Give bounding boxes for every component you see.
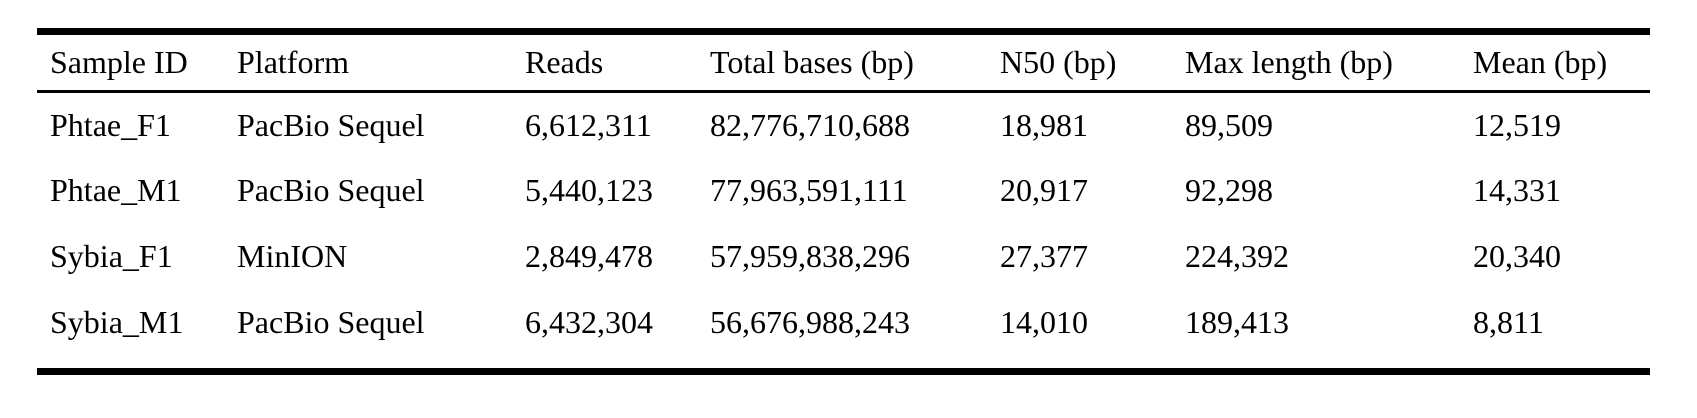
- cell-total-bases: 57,959,838,296: [710, 237, 910, 274]
- cell-platform: MinION: [237, 237, 348, 274]
- cell-mean: 12,519: [1473, 106, 1561, 143]
- table-bottom-spacer: [37, 356, 1650, 372]
- cell-sample-id: Phtae_F1: [50, 106, 171, 143]
- table-row: Sybia_M1 PacBio Sequel 6,432,304 56,676,…: [37, 290, 1650, 356]
- table-row: Sybia_F1 MinION 2,849,478 57,959,838,296…: [37, 224, 1650, 290]
- cell-max-length: 189,413: [1185, 303, 1289, 340]
- cell-max-length: 224,392: [1185, 237, 1289, 274]
- table-header: Sample ID Platform Reads Total bases (bp…: [37, 31, 1650, 93]
- cell-platform: PacBio Sequel: [237, 171, 425, 208]
- table-row: Phtae_M1 PacBio Sequel 5,440,123 77,963,…: [37, 158, 1650, 224]
- cell-platform: PacBio Sequel: [237, 303, 425, 340]
- column-header-sample-id: Sample ID: [37, 31, 224, 93]
- cell-sample-id: Sybia_F1: [50, 237, 173, 274]
- cell-reads: 5,440,123: [525, 171, 653, 208]
- sequencing-read-statistics-table: Sample ID Platform Reads Total bases (bp…: [37, 28, 1650, 375]
- cell-mean: 14,331: [1473, 171, 1561, 208]
- table-row: Phtae_F1 PacBio Sequel 6,612,311 82,776,…: [37, 92, 1650, 158]
- cell-platform: PacBio Sequel: [237, 106, 425, 143]
- table-body: Phtae_F1 PacBio Sequel 6,612,311 82,776,…: [37, 92, 1650, 372]
- column-header-reads: Reads: [512, 31, 697, 93]
- cell-n50: 27,377: [1000, 237, 1088, 274]
- column-header-max-length: Max length (bp): [1172, 31, 1460, 93]
- cell-n50: 18,981: [1000, 106, 1088, 143]
- table-header-row: Sample ID Platform Reads Total bases (bp…: [37, 31, 1650, 93]
- cell-total-bases: 56,676,988,243: [710, 303, 910, 340]
- cell-total-bases: 82,776,710,688: [710, 106, 910, 143]
- cell-reads: 6,432,304: [525, 303, 653, 340]
- cell-max-length: 89,509: [1185, 106, 1273, 143]
- column-header-mean: Mean (bp): [1460, 31, 1650, 93]
- cell-n50: 20,917: [1000, 171, 1088, 208]
- column-header-n50: N50 (bp): [987, 31, 1172, 93]
- cell-n50: 14,010: [1000, 303, 1088, 340]
- column-header-platform: Platform: [224, 31, 512, 93]
- cell-total-bases: 77,963,591,111: [710, 171, 908, 208]
- column-header-total-bases: Total bases (bp): [697, 31, 987, 93]
- cell-max-length: 92,298: [1185, 171, 1273, 208]
- cell-mean: 8,811: [1473, 303, 1544, 340]
- cell-sample-id: Sybia_M1: [50, 303, 184, 340]
- cell-mean: 20,340: [1473, 237, 1561, 274]
- cell-reads: 2,849,478: [525, 237, 653, 274]
- cell-reads: 6,612,311: [525, 106, 652, 143]
- cell-sample-id: Phtae_M1: [50, 171, 182, 208]
